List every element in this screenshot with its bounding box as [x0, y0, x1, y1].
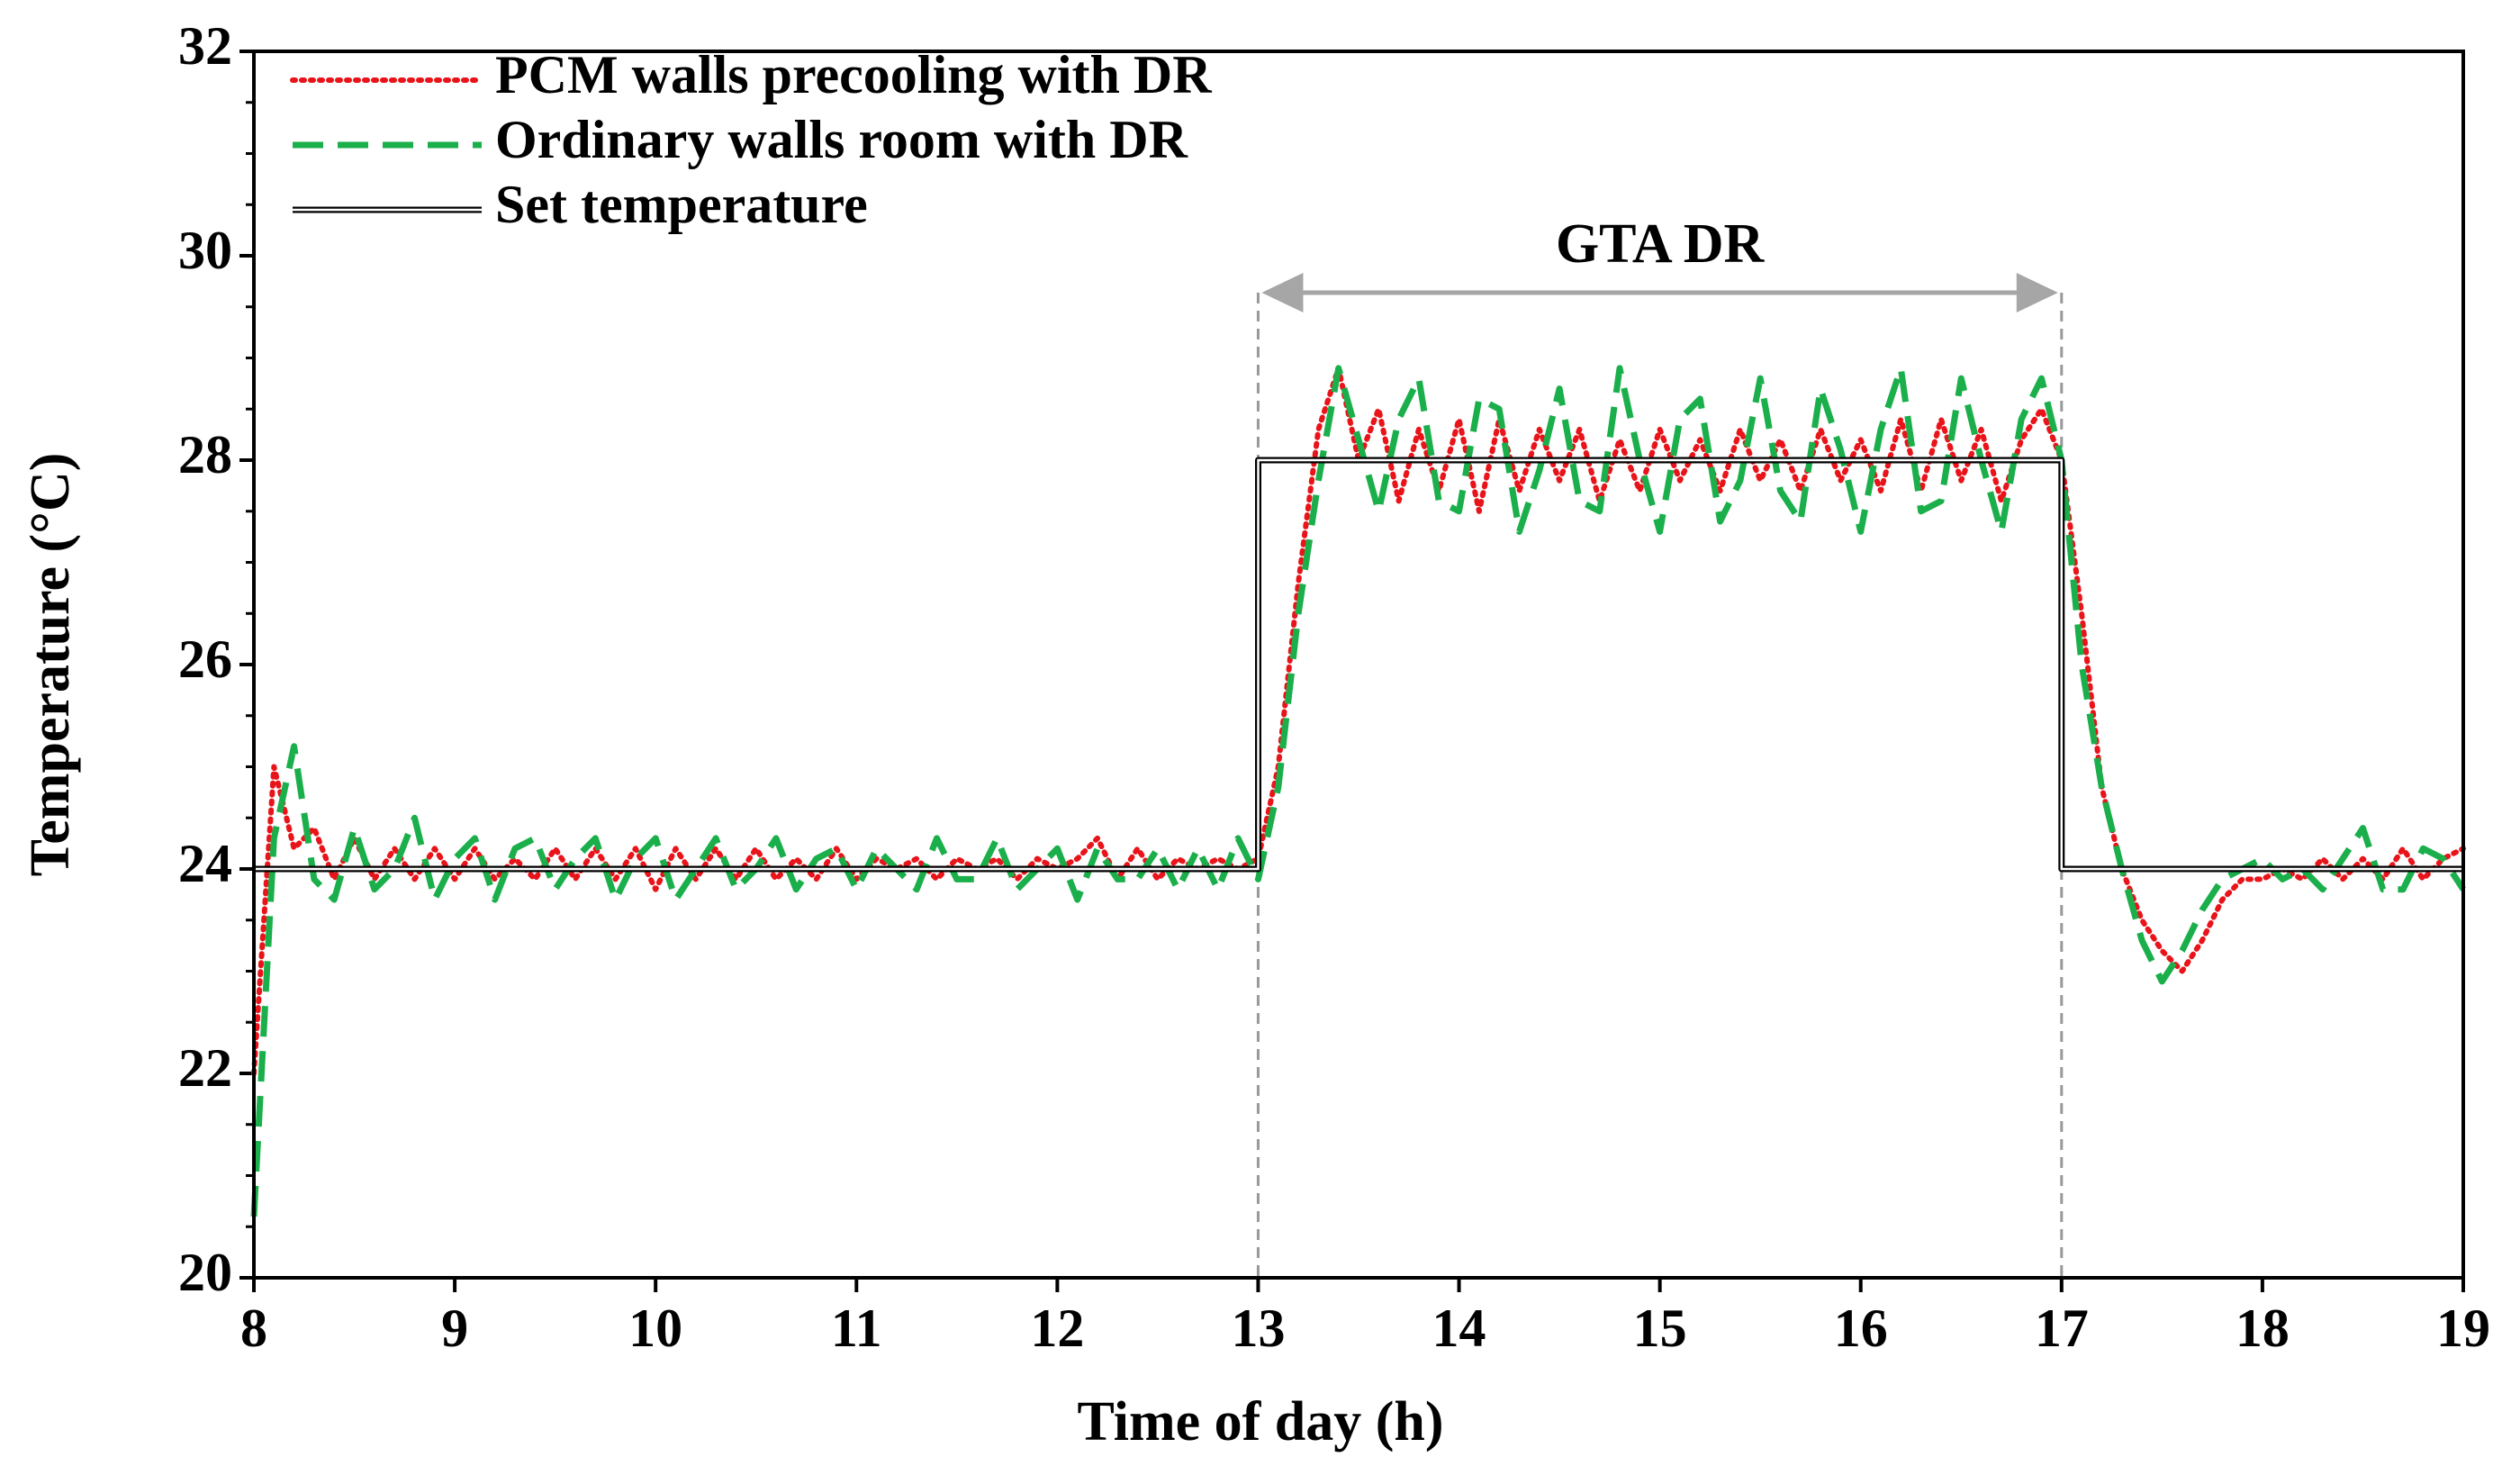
series-line-inner [254, 458, 2463, 871]
y-tick-label: 20 [178, 1243, 232, 1302]
x-axis-label: Time of day (h) [1077, 1391, 1443, 1452]
legend-label: Ordinary walls room with DR [495, 110, 1188, 169]
x-tick-label: 8 [240, 1299, 267, 1358]
x-tick-label: 19 [2436, 1299, 2490, 1358]
dr-arrow-head [2016, 273, 2058, 312]
y-axis-label: Temperature (°C) [20, 453, 81, 877]
annotation: GTA DR [1556, 213, 1766, 275]
x-tick-label: 16 [1834, 1299, 1888, 1358]
y-tick-label: 30 [178, 221, 232, 280]
series-line [251, 365, 2466, 1076]
x-tick-label: 15 [1633, 1299, 1687, 1358]
plot-frame [252, 50, 2465, 1280]
y-tick-label: 32 [178, 16, 232, 76]
x-tick-label: 9 [441, 1299, 468, 1358]
x-tick-label: 17 [2035, 1299, 2089, 1358]
x-tick-label: 13 [1231, 1299, 1285, 1358]
y-tick-label: 28 [178, 425, 232, 484]
y-tick-label: 24 [178, 834, 232, 893]
x-tick-label: 11 [831, 1299, 882, 1358]
x-tick-label: 18 [2235, 1299, 2290, 1358]
series-line [254, 457, 2463, 873]
y-tick-label: 26 [178, 629, 232, 689]
legend-label: Set temperature [495, 175, 868, 234]
legend-label: PCM walls precooling with DR [495, 45, 1212, 104]
y-tick-label: 22 [178, 1038, 232, 1098]
dr-arrow-head [1261, 273, 1304, 312]
series-line [250, 365, 2466, 1217]
x-tick-label: 12 [1030, 1299, 1084, 1358]
x-tick-label: 10 [628, 1299, 682, 1358]
x-tick-label: 14 [1432, 1299, 1486, 1358]
